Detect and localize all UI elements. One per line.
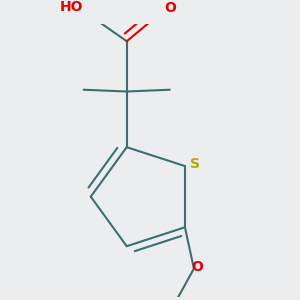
Text: HO: HO	[59, 0, 83, 14]
Text: S: S	[190, 157, 200, 171]
Text: O: O	[165, 1, 176, 15]
Text: O: O	[191, 260, 203, 274]
